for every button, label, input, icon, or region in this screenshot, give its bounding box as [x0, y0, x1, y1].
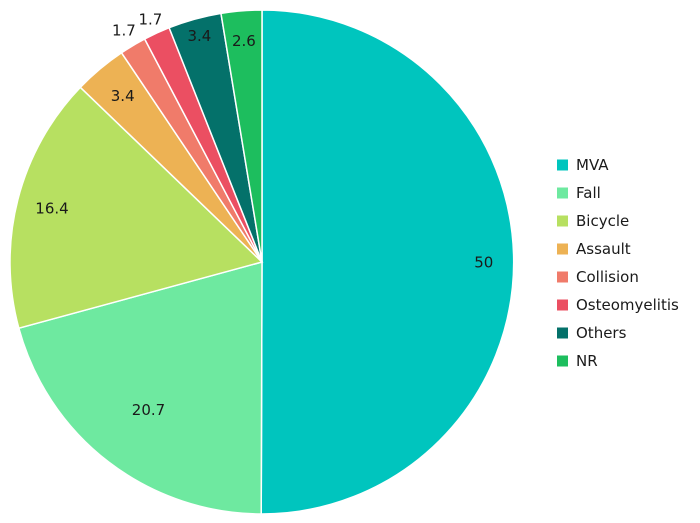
legend-label-fall: Fall: [576, 184, 601, 202]
legend-label-collision: Collision: [576, 268, 639, 286]
legend-swatch-nr: [557, 355, 568, 367]
legend-swatch-assault: [557, 243, 568, 255]
legend-label-mva: MVA: [576, 156, 609, 174]
slice-nr: [220, 9, 263, 263]
slice-bicycle: [9, 86, 264, 330]
legend-swatch-bicycle: [557, 215, 568, 227]
slice-mva: [260, 9, 515, 515]
data-label-nr: 2.6: [232, 32, 256, 50]
pie-data-labels: 50 20.7 16.4 3.4 1.71.7 3.4 2.6: [35, 10, 493, 419]
legend-swatch-osteomyelitis: [557, 299, 568, 311]
data-label-collision: 1.7: [112, 21, 136, 39]
legend-label-bicycle: Bicycle: [576, 212, 629, 230]
slice-fall: [17, 261, 263, 515]
data-label-mva: 50: [474, 253, 493, 271]
legend-swatch-collision: [557, 271, 568, 283]
legend-label-osteomyelitis: Osteomyelitis: [576, 296, 679, 314]
legend-swatch-mva: [557, 159, 568, 171]
data-label-assault: 3.4: [111, 87, 135, 105]
legend: MVA Fall Bicycle Assault Collision Osteomyeli…: [557, 156, 679, 370]
data-label-osteomyelitis: 1.7: [138, 10, 162, 28]
legend-label-assault: Assault: [576, 240, 631, 258]
legend-label-others: Others: [576, 324, 627, 342]
legend-swatch-others: [557, 327, 568, 339]
legend-label-nr: NR: [576, 352, 598, 370]
pie-slices: [9, 9, 515, 515]
legend-swatch-fall: [557, 187, 568, 199]
data-label-fall: 20.7: [132, 401, 165, 419]
data-label-others: 3.4: [187, 27, 211, 45]
data-label-bicycle: 16.4: [35, 199, 68, 217]
